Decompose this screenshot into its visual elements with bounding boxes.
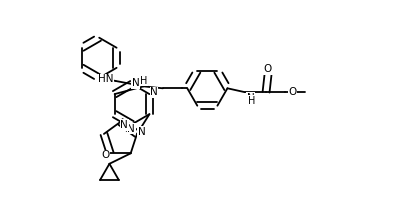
- Text: H: H: [140, 76, 147, 86]
- Text: O: O: [264, 64, 272, 74]
- Text: H: H: [248, 96, 256, 106]
- Text: N: N: [120, 120, 128, 130]
- Text: HN: HN: [98, 74, 114, 84]
- Text: N: N: [132, 78, 140, 88]
- Text: O: O: [101, 150, 110, 160]
- Text: N: N: [247, 93, 254, 103]
- Text: N: N: [138, 127, 145, 137]
- Text: N: N: [150, 87, 158, 97]
- Text: N: N: [127, 124, 135, 134]
- Text: O: O: [289, 87, 297, 97]
